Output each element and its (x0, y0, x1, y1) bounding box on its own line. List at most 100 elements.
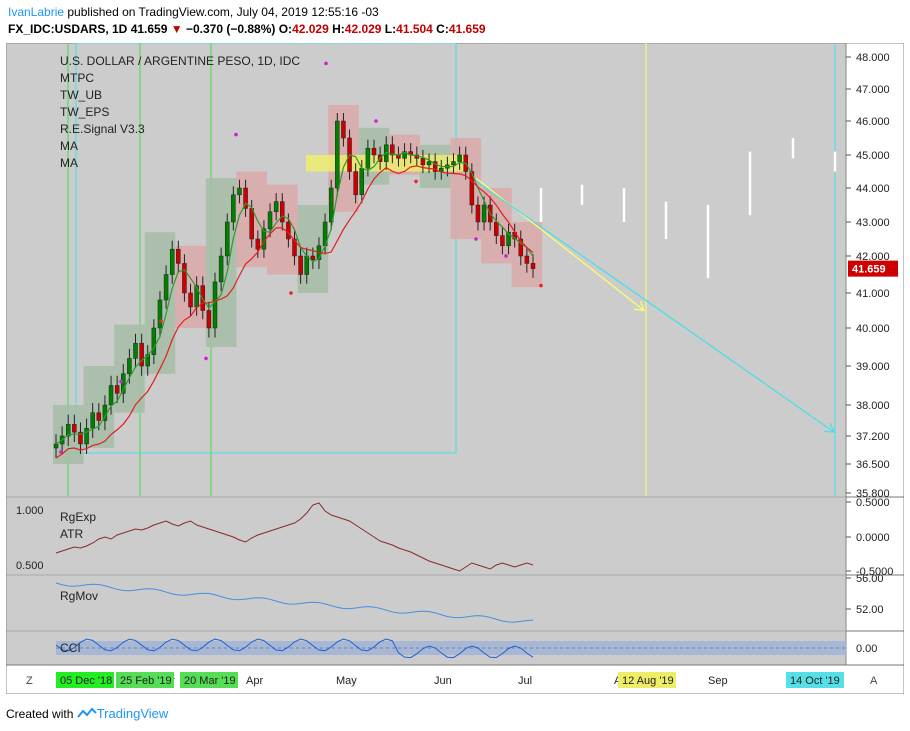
time-label-apr: Apr (246, 675, 263, 687)
cci-label[interactable]: CCI (60, 641, 81, 655)
candle-body-23 (194, 285, 199, 308)
signal-dot-2 (159, 319, 163, 323)
rgexp-pane-bg (6, 498, 846, 574)
legend-indicator-mtpc[interactable]: MTPC (60, 71, 94, 85)
candle-body-29 (231, 194, 236, 223)
legend-title: U.S. DOLLAR / ARGENTINE PESO, 1D, IDC (60, 54, 301, 68)
candle-body-46 (335, 120, 340, 189)
price-tick-label-6: 42.000 (856, 251, 890, 263)
rgmov-line (55, 582, 534, 623)
signal-dot-9 (474, 237, 478, 241)
candle-body-57 (402, 151, 407, 159)
rgexp-right-tick-0: 0.5000 (856, 497, 890, 509)
legend-indicator-ma-1[interactable]: MA (60, 139, 78, 153)
candle-body-74 (506, 231, 511, 247)
last-price: 41.659 (130, 22, 168, 36)
target-arrowhead-0 (634, 300, 645, 312)
time-highlight-label-2: 20 Mar '19 (184, 675, 236, 687)
rgexp-label[interactable]: RgExp (60, 510, 97, 524)
signal-dot-10 (504, 254, 508, 258)
time-highlight-bg-1 (116, 672, 174, 688)
chart-legend: U.S. DOLLAR / ARGENTINE PESO, 1D, IDC MT… (60, 53, 300, 172)
candle-body-41 (304, 255, 309, 275)
footer: Created with TradingView (6, 706, 168, 722)
rgmov-label[interactable]: RgMov (60, 589, 99, 603)
candle-body-2 (65, 424, 71, 437)
price-tick-label-9: 39.000 (856, 361, 890, 373)
candle-body-38 (286, 221, 291, 240)
ma-fast-line (55, 151, 534, 445)
time-highlight-bg-3 (618, 672, 676, 688)
candle-body-52 (371, 147, 377, 156)
cci-right-tick: 0.00 (856, 643, 877, 655)
rgmov-right-tick-1: 52.00 (856, 604, 884, 616)
symbol-ohlc-line: FX_IDC:USDARS, 1D 41.659 ▼ −0.370 (−0.88… (8, 22, 486, 36)
signal-dot-7 (374, 119, 378, 123)
candle-body-10 (114, 385, 120, 394)
legend-indicator-re-signal[interactable]: R.E.Signal V3.3 (60, 122, 145, 136)
scroll-right-button[interactable]: A (870, 675, 878, 687)
candle-body-76 (518, 238, 524, 257)
price-tick-label-3: 45.000 (856, 150, 890, 162)
tradingview-brand[interactable]: TradingView (96, 706, 169, 721)
time-highlight-label-0: 05 Dec '18 (60, 675, 112, 687)
candle-body-73 (500, 235, 505, 247)
legend-indicator-tw-eps[interactable]: TW_EPS (60, 105, 110, 119)
candle-body-20 (176, 248, 181, 264)
price-tick-label-13: 35.800 (856, 488, 890, 500)
candle-body-61 (426, 161, 432, 166)
candle-body-12 (127, 358, 132, 375)
price-tick-label-7: 41.000 (856, 288, 890, 300)
scroll-left-button[interactable]: Z (26, 675, 33, 687)
signal-dot-4 (234, 132, 238, 137)
price-tick-label-10: 38.000 (856, 400, 890, 412)
time-highlight-bg-2 (180, 672, 238, 688)
author-link[interactable]: IvanLabrie (8, 5, 65, 19)
candle-body-55 (390, 144, 395, 156)
price-axis[interactable]: 48.000 47.000 46.000 45.000 44.000 43.000 42.0… (846, 52, 898, 500)
candle-body-62 (432, 161, 438, 172)
rgexp-left-tick-0: 1.000 (16, 505, 44, 517)
rgexp-right-tick-2: -0.5000 (856, 566, 893, 578)
time-highlight-label-3: 12 Aug '19 (622, 675, 674, 687)
time-highlight-bg-4 (786, 672, 844, 688)
price-tick-label-8: 40.000 (856, 323, 890, 335)
rgexp-legend: RgExp ATR (60, 509, 96, 543)
time-label-jul: Jul (518, 675, 532, 687)
signal-dot-6 (324, 61, 328, 66)
candle-body-32 (249, 208, 254, 240)
candle-body-21 (182, 263, 187, 294)
signal-dot-5 (289, 291, 293, 295)
publish-info: IvanLabrie published on TradingView.com,… (8, 4, 379, 20)
price-tick-label-12: 36.500 (856, 459, 890, 471)
target-arrow-line-1 (475, 180, 835, 433)
candle-body-31 (243, 187, 248, 209)
candle-body-45 (328, 187, 334, 223)
candle-body-9 (108, 385, 114, 406)
legend-indicator-tw-ub[interactable]: TW_UB (60, 88, 102, 102)
last-price-badge-label: 41.659 (852, 264, 886, 276)
cyan-range-box (75, 42, 457, 454)
rgmov-right-tick-0: 56.00 (856, 573, 884, 585)
candle-body-26 (212, 281, 218, 329)
candle-body-66 (457, 154, 462, 162)
candle-body-68 (469, 171, 475, 206)
candle-body-33 (255, 238, 261, 250)
cci-line (55, 638, 534, 659)
target-arrowhead-1 (823, 422, 835, 433)
legend-indicator-ma-2[interactable]: MA (60, 156, 78, 170)
candle-body-47 (341, 120, 346, 139)
signal-dot-11 (539, 283, 543, 288)
cci-band (56, 641, 846, 655)
signal-dot-8 (414, 179, 418, 184)
candle-body-69 (475, 204, 481, 223)
candle-body-40 (298, 255, 303, 275)
time-label-may: May (336, 675, 357, 687)
chart-area[interactable]: 48.000 47.000 46.000 45.000 44.000 43.000 42.0… (5, 42, 905, 695)
candle-body-18 (163, 274, 169, 301)
atr-label[interactable]: ATR (60, 527, 84, 541)
candle-body-7 (96, 412, 102, 421)
candle-body-0 (53, 443, 59, 449)
